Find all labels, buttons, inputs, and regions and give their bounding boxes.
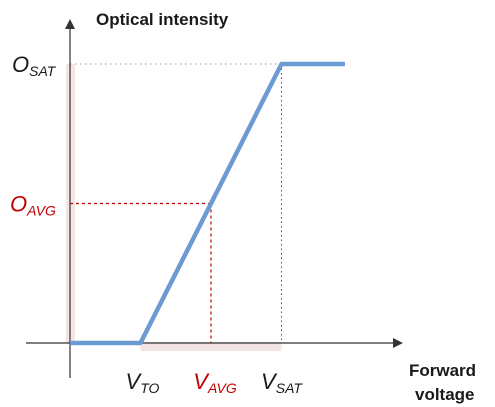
y-tick-label-o-sat: OSAT	[12, 52, 57, 79]
curve-layer	[70, 61, 345, 346]
y-axis-title: Optical intensity	[96, 10, 229, 29]
x-tick-label-v-sat: VSAT	[261, 369, 303, 396]
tick-labels: OSAT OAVG VTO VAVG VSAT	[10, 52, 303, 396]
series-line-1	[70, 61, 345, 346]
x-tick-label-v-to: VTO	[126, 369, 160, 396]
guide-lines	[70, 63, 282, 343]
x-axis-title-line1: Forward	[409, 361, 476, 380]
x-axis-band	[140, 342, 282, 351]
y-tick-label-o-avg: OAVG	[10, 192, 56, 219]
highlight-bands	[66, 64, 282, 351]
x-axis-title-line2: voltage	[415, 385, 475, 404]
x-tick-label-v-avg: VAVG	[193, 369, 237, 396]
